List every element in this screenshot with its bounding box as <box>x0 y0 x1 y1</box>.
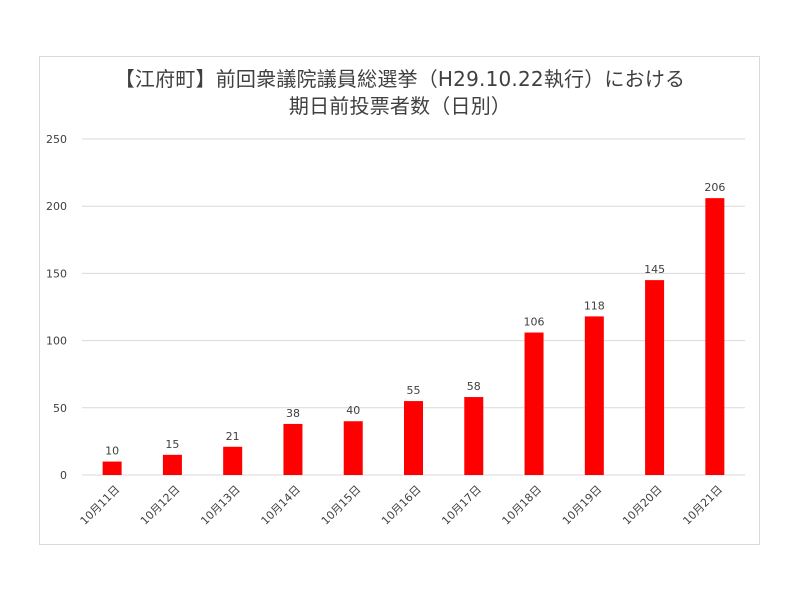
y-tick-label-50: 50 <box>53 402 67 415</box>
chart-title-line-1: 【江府町】前回衆議院議員総選挙（H29.10.22執行）における <box>114 67 686 91</box>
bar-10月19日 <box>584 316 604 475</box>
x-tick-label-10月16日: 10月16日 <box>379 483 424 528</box>
bar-10月11日 <box>102 461 122 475</box>
data-label-10月15日: 40 <box>346 404 360 417</box>
chart-title: 【江府町】前回衆議院議員総選挙（H29.10.22執行）における 期日前投票者数… <box>0 66 800 120</box>
chart-frame <box>39 56 760 545</box>
bar-10月15日 <box>343 421 363 475</box>
y-tick-label-150: 150 <box>46 267 67 280</box>
y-tick-label-100: 100 <box>46 335 67 348</box>
data-label-10月16日: 55 <box>407 384 421 397</box>
data-label-10月11日: 10 <box>105 445 119 458</box>
data-label-10月12日: 15 <box>165 438 179 451</box>
x-tick-label-10月19日: 10月19日 <box>560 483 605 528</box>
data-label-10月21日: 206 <box>704 181 725 194</box>
bar-10月21日 <box>705 198 725 476</box>
data-label-10月19日: 118 <box>584 299 605 312</box>
chart-title-line-2: 期日前投票者数（日別） <box>288 94 512 118</box>
y-tick-label-0: 0 <box>60 469 67 482</box>
x-tick-label-10月12日: 10月12日 <box>138 483 183 528</box>
x-tick-label-10月20日: 10月20日 <box>620 483 665 528</box>
bar-10月16日 <box>404 401 423 475</box>
x-axis: 10月11日 10月12日 10月13日 10月14日 10月15日 10月16日 10月1… <box>78 483 725 528</box>
bar-10月17日 <box>464 397 484 475</box>
data-labels: 10 15 21 38 40 55 58 106 118 145 206 <box>105 181 725 457</box>
x-tick-label-10月18日: 10月18日 <box>500 483 545 528</box>
y-tick-label-200: 200 <box>46 200 67 213</box>
bars <box>102 198 725 476</box>
data-label-10月18日: 106 <box>524 316 545 329</box>
bar-10月18日 <box>524 332 544 475</box>
bar-10月20日 <box>645 280 665 475</box>
bar-10月14日 <box>283 423 303 475</box>
x-tick-label-10月21日: 10月21日 <box>680 483 725 528</box>
x-tick-label-10月13日: 10月13日 <box>198 483 243 528</box>
data-label-10月14日: 38 <box>286 407 300 420</box>
data-label-10月17日: 58 <box>467 380 481 393</box>
data-label-10月13日: 21 <box>226 430 240 443</box>
y-axis: 0 50 100 150 200 250 <box>46 133 67 482</box>
x-tick-label-10月15日: 10月15日 <box>319 483 364 528</box>
y-tick-label-250: 250 <box>46 133 67 146</box>
x-tick-label-10月14日: 10月14日 <box>259 483 304 528</box>
data-label-10月20日: 145 <box>644 263 665 276</box>
x-tick-label-10月11日: 10月11日 <box>78 483 123 528</box>
bar-10月12日 <box>162 454 182 475</box>
x-tick-label-10月17日: 10月17日 <box>439 483 484 528</box>
bar-10月13日 <box>223 446 243 475</box>
